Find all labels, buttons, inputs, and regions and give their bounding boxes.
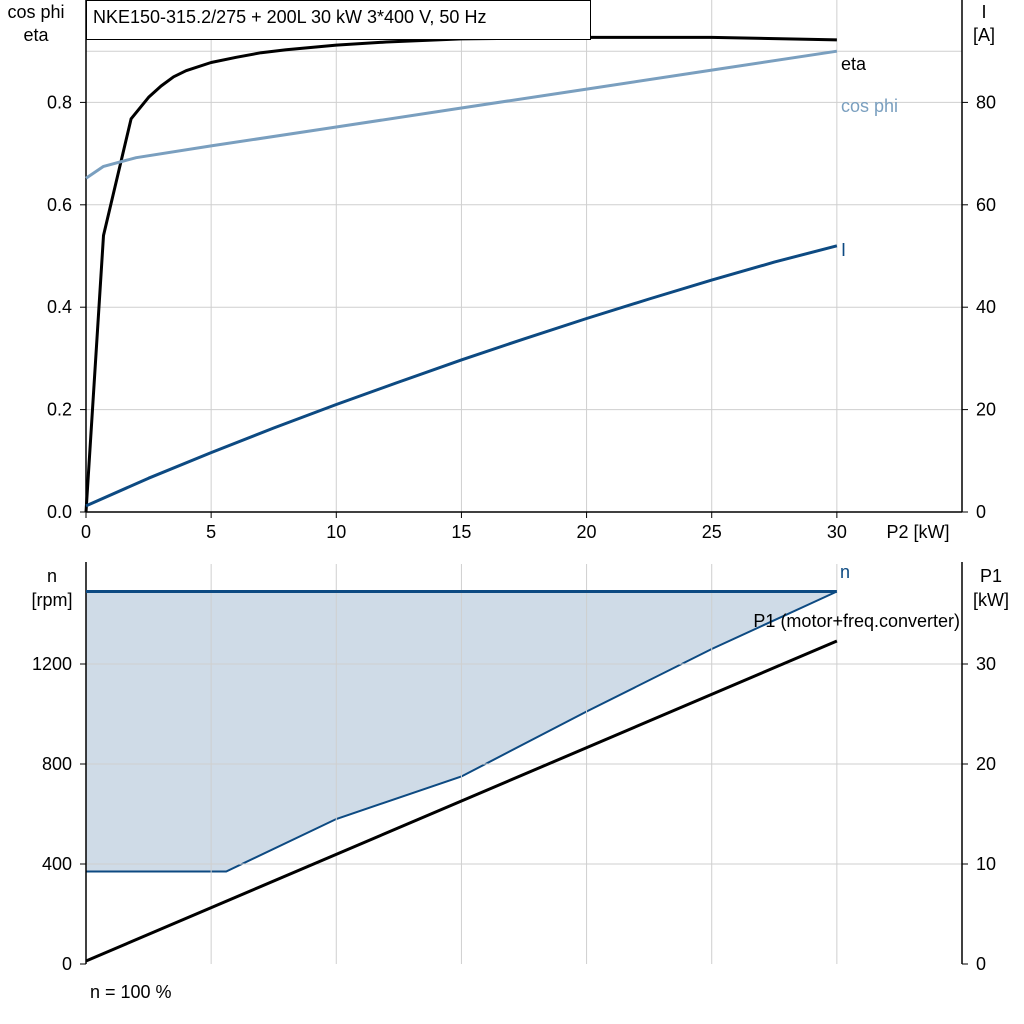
- right-tick-label: 20: [976, 754, 996, 774]
- lower-left-ticks: 0 400 800 1200: [32, 654, 86, 974]
- upper-grid: [86, 0, 962, 512]
- lower-right-axis-label-2: [kW]: [973, 590, 1009, 610]
- lower-left-axis-label-2: [rpm]: [31, 590, 72, 610]
- right-tick-label: 20: [976, 400, 996, 420]
- right-tick-label: 10: [976, 854, 996, 874]
- cos-phi-curve: [85, 49, 838, 180]
- upper-x-ticks: 0 5 10 15 20 25 30: [81, 512, 847, 542]
- x-tick-label: 5: [206, 522, 216, 542]
- lower-left-axis-label-1: n: [47, 566, 57, 586]
- series-label-current: I: [841, 240, 846, 260]
- series-label-n: n: [840, 562, 850, 582]
- left-tick-label: 0.0: [47, 502, 72, 522]
- right-tick-label: 80: [976, 92, 996, 112]
- right-tick-label: 60: [976, 195, 996, 215]
- upper-left-ticks: 0.0 0.2 0.4 0.6 0.8: [47, 92, 86, 522]
- upper-left-axis-label-1: cos phi: [7, 2, 64, 22]
- series-label-cos-phi: cos phi: [841, 96, 898, 116]
- left-tick-label: 0: [62, 954, 72, 974]
- left-tick-label: 0.6: [47, 195, 72, 215]
- lower-axes: [85, 562, 963, 964]
- upper-right-axis-label-1: I: [981, 2, 986, 22]
- upper-left-axis-label-2: eta: [23, 25, 49, 45]
- lower-right-axis-label-1: P1: [980, 566, 1002, 586]
- chart-title: NKE150-315.2/275 + 200L 30 kW 3*400 V, 5…: [93, 7, 486, 27]
- series-label-eta: eta: [841, 54, 867, 74]
- right-tick-label: 30: [976, 654, 996, 674]
- x-axis-label: P2 [kW]: [886, 522, 949, 542]
- left-tick-label: 0.2: [47, 400, 72, 420]
- right-tick-label: 40: [976, 297, 996, 317]
- right-tick-label: 0: [976, 502, 986, 522]
- left-tick-label: 400: [42, 854, 72, 874]
- x-tick-label: 25: [702, 522, 722, 542]
- current-curve: [85, 244, 838, 508]
- lower-grid: [86, 564, 962, 964]
- series-label-p1: P1 (motor+freq.converter): [753, 611, 960, 631]
- lower-series: [85, 590, 838, 963]
- footer-note: n = 100 %: [90, 982, 172, 1002]
- x-tick-label: 20: [577, 522, 597, 542]
- title-box: NKE150-315.2/275 + 200L 30 kW 3*400 V, 5…: [86, 0, 591, 40]
- left-tick-label: 800: [42, 754, 72, 774]
- upper-right-ticks: 0 20 40 60 80: [962, 92, 996, 522]
- p1-curve: [85, 639, 838, 963]
- right-tick-label: 0: [976, 954, 986, 974]
- left-tick-label: 1200: [32, 654, 72, 674]
- x-tick-label: 30: [827, 522, 847, 542]
- x-tick-label: 0: [81, 522, 91, 542]
- left-tick-label: 0.8: [47, 92, 72, 112]
- upper-axes: [85, 0, 963, 513]
- x-tick-label: 10: [326, 522, 346, 542]
- x-tick-label: 15: [451, 522, 471, 542]
- lower-right-ticks: 0 10 20 30: [962, 654, 996, 974]
- left-tick-label: 0.4: [47, 297, 72, 317]
- upper-right-axis-label-2: [A]: [973, 25, 995, 45]
